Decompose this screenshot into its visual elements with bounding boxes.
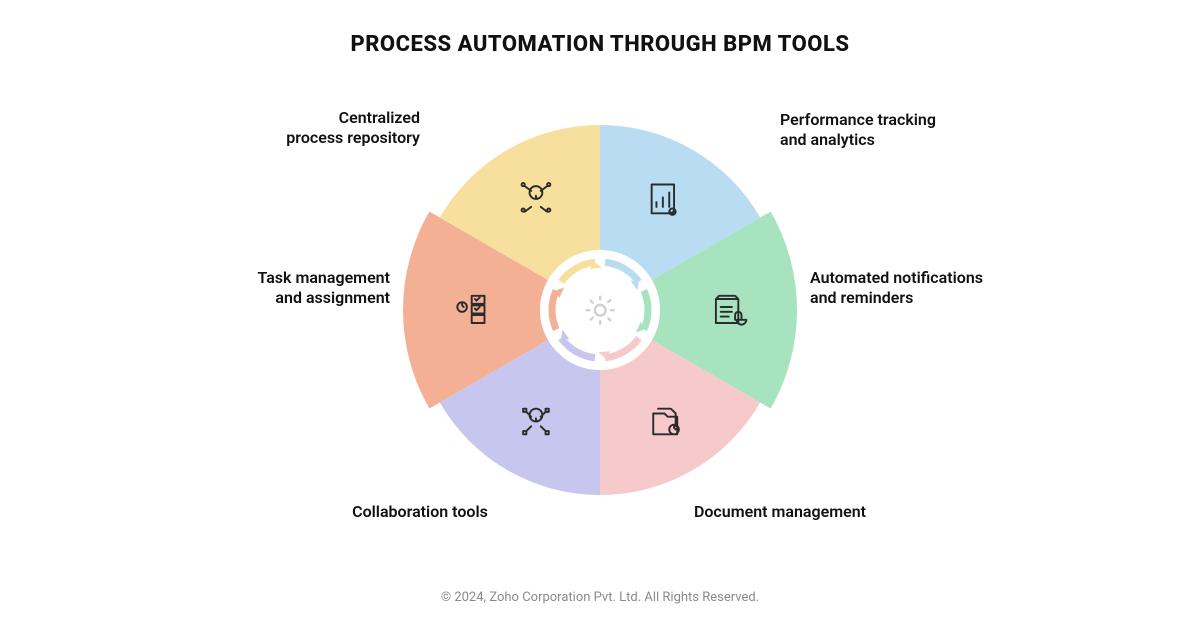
segment-label-repository: Centralized process repository — [160, 108, 420, 148]
segment-label-collaboration: Collaboration tools — [300, 502, 540, 522]
copyright-footer: © 2024, Zoho Corporation Pvt. Ltd. All R… — [0, 590, 1200, 605]
wheel-diagram: Performance tracking and analytics Automa… — [0, 80, 1200, 570]
page-title: PROCESS AUTOMATION THROUGH BPM TOOLS — [0, 32, 1200, 57]
segment-label-notifications: Automated notifications and reminders — [810, 268, 1070, 308]
segment-label-tasks: Task management and assignment — [130, 268, 390, 308]
center-disc — [540, 250, 660, 370]
wheel-svg — [0, 80, 1200, 570]
segment-label-analytics: Performance tracking and analytics — [780, 110, 1040, 150]
segment-label-documents: Document management — [660, 502, 900, 522]
